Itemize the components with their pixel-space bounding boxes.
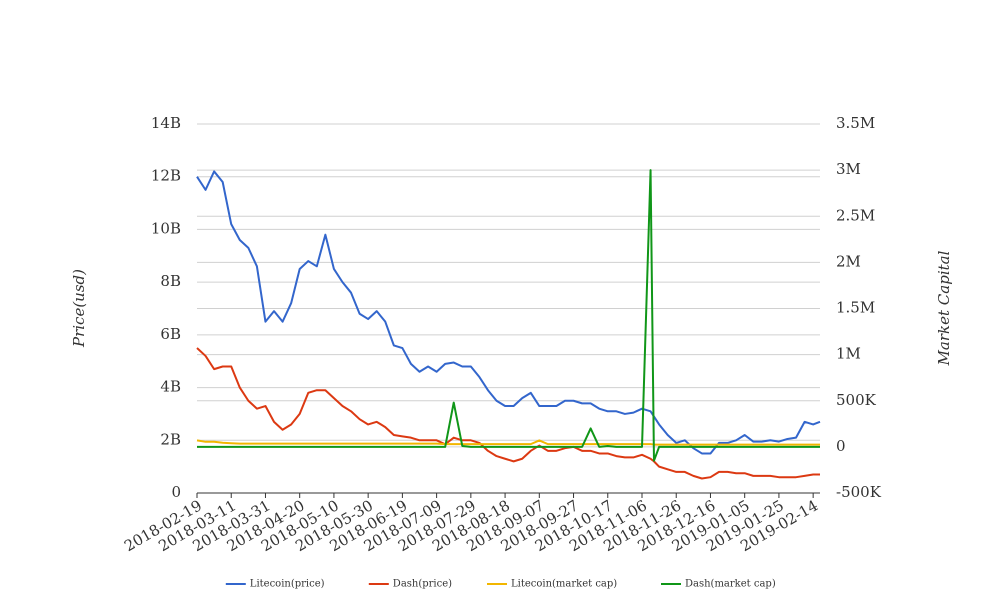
series-line [196,170,821,455]
series-line [197,169,820,462]
legend-label: Litecoin(price) [250,579,325,590]
y2-tick-label: 1.5M [836,299,875,317]
y2-tick-label: 2.5M [836,206,875,224]
y2-axis-title: Market Capital [935,250,953,366]
y2-tick-label: 500K [836,391,877,409]
y2-tick-label: -500K [836,483,882,501]
y2-tick-label: 1M [836,345,861,363]
y-tick-label: 0 [171,483,181,501]
y2-tick-label: 3M [836,160,861,178]
legend-label: Dash(price) [393,579,452,590]
y-tick-label: 12B [151,167,181,185]
y2-tick-label: 3.5M [836,114,875,132]
y-tick-label: 8B [160,272,181,290]
y-tick-label: 4B [160,378,181,396]
legend-label: Dash(market cap) [685,579,776,590]
y-tick-label: 14B [151,114,181,132]
legend-label: Litecoin(market cap) [511,579,617,590]
y-axis-title: Price(usd) [70,269,88,348]
y-tick-label: 2B [160,430,181,448]
series-line [196,347,820,480]
y2-tick-label: 0 [836,437,846,455]
y-tick-label: 10B [151,219,181,237]
series-line [196,439,820,446]
y2-tick-label: 2M [836,252,861,270]
y-tick-label: 6B [160,325,181,343]
